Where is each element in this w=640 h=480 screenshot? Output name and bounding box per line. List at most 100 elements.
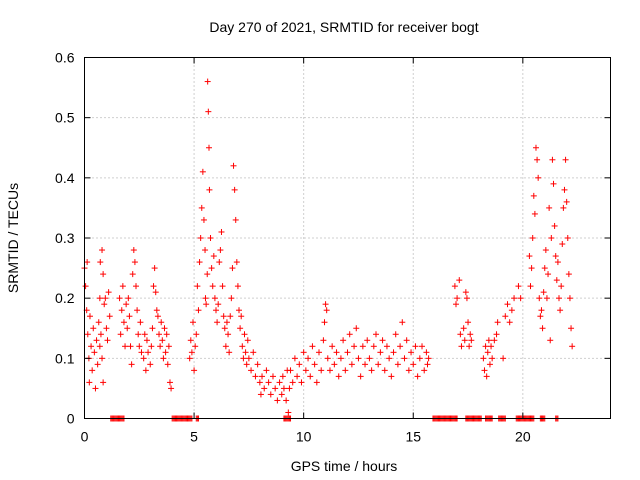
data-point: [217, 247, 224, 254]
data-point: [534, 156, 541, 163]
data-point: [506, 319, 513, 326]
data-point: [311, 361, 318, 368]
data-point: [89, 367, 96, 374]
data-point: [254, 361, 261, 368]
data-point: [274, 397, 281, 404]
data-point: [99, 247, 106, 254]
data-point: [335, 373, 342, 380]
data-point: [118, 307, 125, 314]
data-point: [313, 379, 320, 386]
data-point: [213, 307, 219, 314]
data-point: [408, 349, 415, 356]
data-point: [366, 355, 373, 362]
data-point: [531, 210, 538, 217]
data-point: [353, 325, 360, 332]
data-point: [468, 337, 475, 344]
y-tick-label: 0: [67, 411, 75, 427]
data-point: [294, 373, 301, 380]
data-point: [150, 283, 157, 290]
data-point: [452, 301, 459, 308]
data-point: [95, 319, 102, 326]
data-point: [203, 301, 210, 308]
data-point: [210, 253, 217, 260]
data-point: [562, 156, 569, 163]
data-point: [569, 343, 576, 350]
data-point: [228, 295, 235, 302]
y-axis-label: SRMTID / TECUs: [5, 183, 21, 293]
data-point: [405, 367, 412, 374]
data-point: [564, 235, 571, 241]
x-tick-label: 20: [515, 429, 531, 445]
data-point: [214, 319, 221, 326]
data-point: [488, 343, 495, 350]
data-point: [187, 337, 194, 344]
data-point: [204, 78, 211, 85]
data-point: [194, 283, 201, 290]
data-point: [125, 295, 132, 302]
data-point: [96, 343, 103, 350]
data-point: [504, 301, 511, 308]
data-point: [561, 186, 568, 193]
data-point: [104, 337, 111, 344]
data-point: [372, 331, 379, 338]
data-point: [158, 319, 165, 326]
data-point: [100, 271, 107, 278]
data-point: [102, 295, 109, 302]
data-point: [206, 186, 213, 193]
data-point: [554, 259, 561, 266]
data-point: [388, 373, 395, 380]
data-point: [197, 235, 204, 241]
data-point: [151, 265, 158, 272]
data-point: [165, 343, 172, 350]
data-point: [298, 379, 305, 386]
data-point: [138, 349, 145, 356]
data-point: [403, 337, 410, 344]
data-point: [494, 319, 501, 326]
data-point: [84, 331, 91, 338]
data-point: [161, 325, 168, 332]
data-point: [90, 325, 97, 332]
data-point: [558, 283, 565, 290]
data-point: [481, 367, 488, 374]
data-point: [296, 361, 303, 368]
data-point: [465, 319, 472, 326]
data-point: [337, 355, 344, 362]
data-point: [252, 373, 259, 380]
data-point: [568, 325, 575, 332]
data-point: [162, 349, 169, 356]
data-point: [323, 307, 330, 314]
data-point: [563, 198, 570, 205]
data-point: [123, 301, 130, 308]
data-point: [467, 331, 474, 338]
data-point: [245, 355, 252, 362]
data-point: [291, 355, 298, 362]
data-point: [101, 301, 108, 308]
data-point: [552, 253, 559, 260]
data-point: [493, 331, 500, 338]
data-point: [168, 385, 175, 392]
data-point: [259, 373, 266, 380]
data-point: [394, 361, 401, 368]
x-tick-label: 0: [81, 429, 89, 445]
data-point: [283, 397, 290, 404]
data-point: [218, 228, 225, 235]
data-point: [307, 373, 314, 380]
data-point: [133, 283, 140, 290]
data-point: [257, 391, 264, 398]
data-point: [412, 343, 419, 350]
data-point: [537, 313, 544, 320]
data-point: [193, 331, 200, 338]
data-point: [340, 337, 347, 344]
data-point: [545, 271, 552, 278]
data-point: [530, 192, 537, 199]
data-point: [163, 331, 170, 338]
data-point: [318, 367, 325, 374]
data-point: [92, 385, 99, 392]
data-point: [152, 289, 159, 296]
data-point: [117, 331, 124, 338]
data-point: [231, 186, 238, 193]
y-tick-label: 0.2: [55, 290, 75, 306]
data-point: [226, 349, 233, 356]
data-point: [383, 343, 390, 350]
data-point: [280, 385, 287, 392]
